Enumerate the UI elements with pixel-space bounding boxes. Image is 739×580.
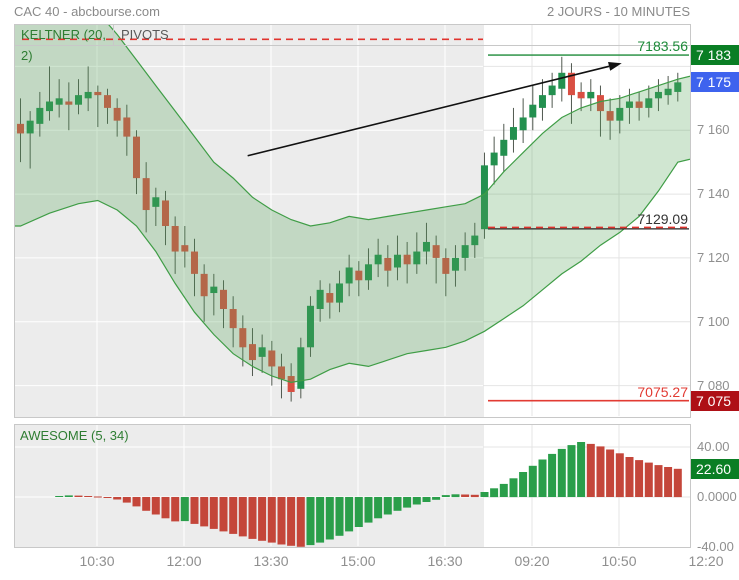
price-axis-label: 7 100 [697,314,730,329]
session-day1-shading [15,25,484,417]
tab-pivots[interactable]: PIVOTS [121,27,169,42]
indicator-tabs: KELTNER (20, 2) PIVOTS [14,24,691,63]
support-badge: 7 075 [691,391,739,411]
x-axis-label: 12:00 [166,553,202,569]
resistance-line-label: 7183.56 [637,38,688,54]
price-axis-label: 7 080 [697,378,730,393]
x-axis-label: 10:50 [601,553,637,569]
price-axis-label: 7 120 [697,250,730,265]
tab-keltner[interactable]: KELTNER (20, 2) [14,24,114,63]
ao-value-badge: 22.60 [691,459,739,479]
last-price-badge: 7 175 [691,72,739,92]
timeframe-label: 2 JOURS - 10 MINUTES [546,4,690,19]
x-axis-label: 09:20 [514,553,550,569]
ao-axis-label: -40.00 [697,539,734,554]
main-chart-panel[interactable] [14,24,691,418]
resistance-badge: 7 183 [691,45,739,65]
ao-session-day1-shading [15,425,484,547]
x-axis-label: 15:00 [340,553,376,569]
price-axis-label: 7 160 [697,122,730,137]
chart-title: CAC 40 - abcbourse.com [14,4,160,19]
pivot-line-label: 7129.09 [637,211,688,227]
ao-axis-label: 0.0000 [697,489,737,504]
awesome-label: AWESOME (5, 34) [20,428,129,443]
x-axis-label: 16:30 [427,553,463,569]
x-axis-label: 10:30 [79,553,115,569]
x-axis-label: 12:20 [688,553,724,569]
support-line-label: 7075.27 [637,384,688,400]
price-axis-label: 7 140 [697,186,730,201]
x-axis-label: 13:30 [253,553,289,569]
ao-axis-label: 40.00 [697,439,730,454]
